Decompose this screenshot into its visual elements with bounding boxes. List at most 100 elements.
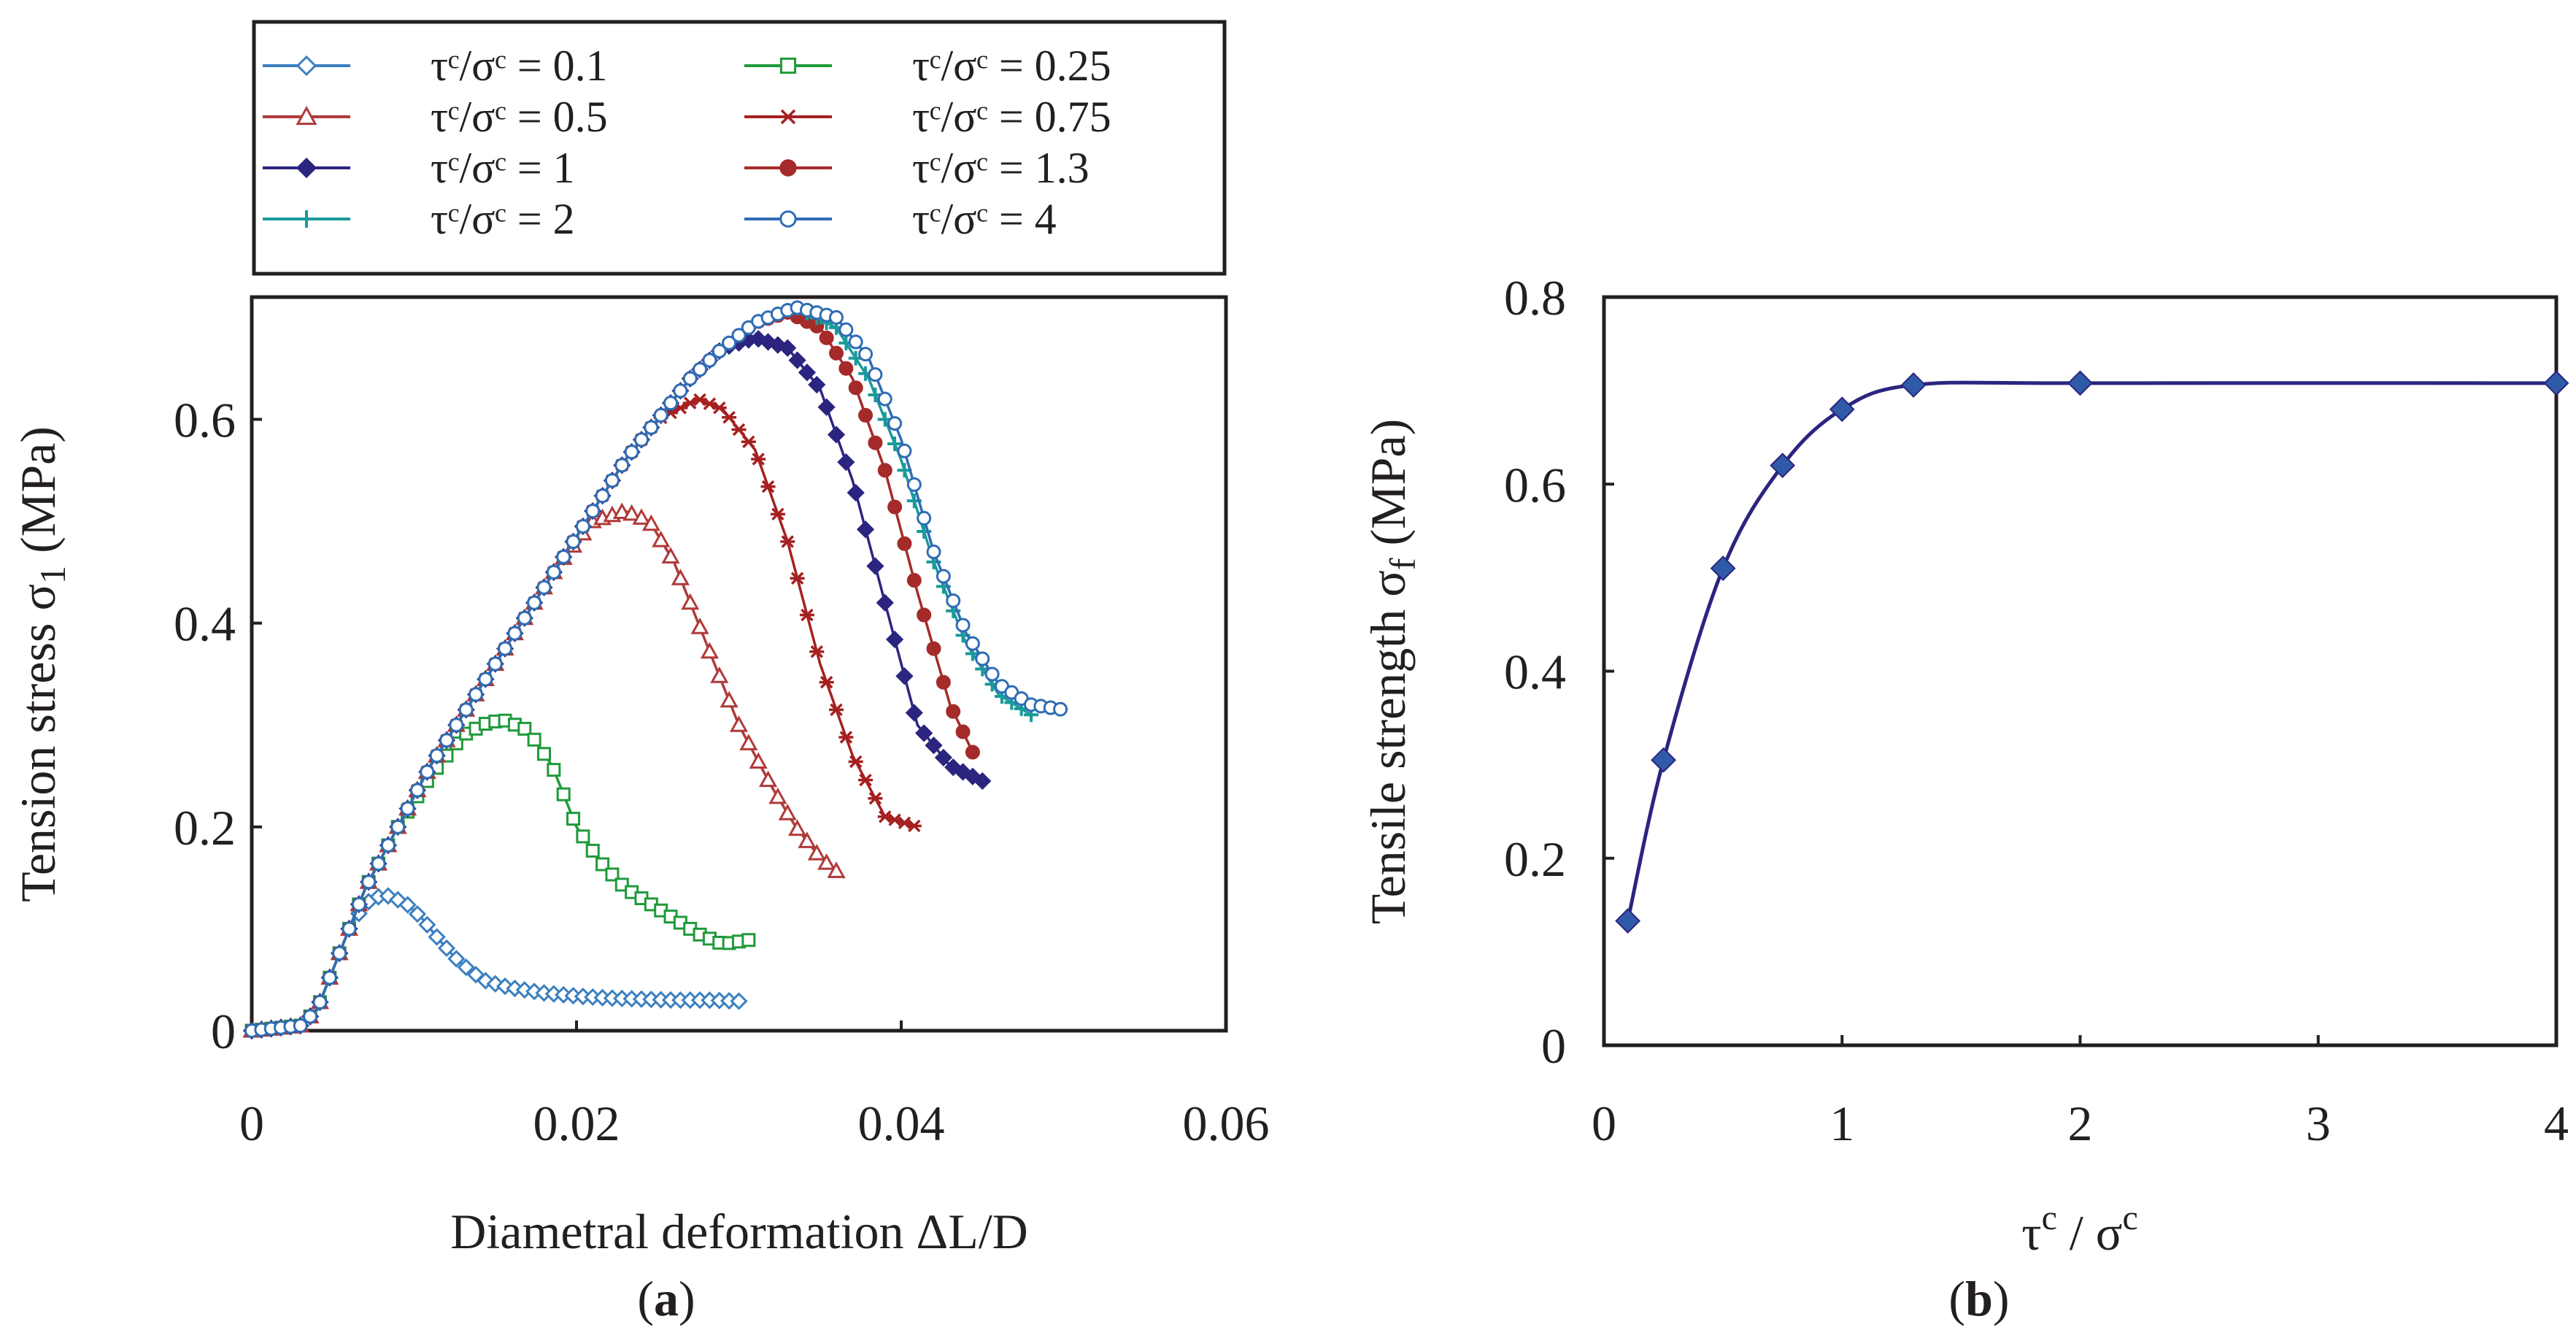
plot-a-point-5 bbox=[829, 345, 844, 361]
plot-a-point-5 bbox=[897, 536, 912, 551]
plot-a-point-7 bbox=[693, 362, 708, 377]
plot-b-point-0 bbox=[1615, 908, 1641, 934]
plot-b-point-1 bbox=[1651, 747, 1676, 773]
plot-a-point-7 bbox=[682, 371, 698, 386]
plot-a-point-7 bbox=[838, 322, 854, 337]
plot-a-point-3 bbox=[760, 480, 776, 493]
plot-b-y-tick-label: 0.6 bbox=[1504, 457, 1566, 512]
plot-b-y-tick-label: 0.4 bbox=[1504, 645, 1566, 700]
plot-a-point-2 bbox=[817, 853, 836, 870]
legend-label-5: τᶜ/σᶜ = 1.3 bbox=[912, 144, 1090, 192]
plot-a-point-7 bbox=[556, 549, 571, 564]
plot-a-point-2 bbox=[612, 502, 631, 520]
plot-a-y-tick-label: 0 bbox=[211, 1004, 236, 1059]
plot-a-point-2 bbox=[778, 804, 797, 820]
legend-label-4: τᶜ/σᶜ = 1 bbox=[431, 144, 575, 192]
plot-a-point-5 bbox=[946, 704, 961, 719]
plot-a-frame bbox=[250, 295, 1228, 1033]
legend-label-6: τᶜ/σᶜ = 2 bbox=[431, 195, 575, 243]
legend-marker-6 bbox=[298, 210, 315, 228]
plot-a-point-2 bbox=[700, 642, 719, 659]
plot-a-point-7 bbox=[390, 819, 406, 834]
plot-a-point-7 bbox=[371, 856, 386, 872]
plot-a-point-1 bbox=[517, 721, 532, 736]
plot-a-point-7 bbox=[906, 477, 922, 492]
plot-a-series-line-6 bbox=[251, 306, 1032, 1032]
plot-a-point-7 bbox=[702, 353, 717, 368]
plot-a-point-7 bbox=[498, 641, 513, 656]
plot-a-point-1 bbox=[566, 812, 581, 826]
plot-a-point-7 bbox=[303, 1009, 318, 1024]
plot-a-point-5 bbox=[819, 330, 834, 345]
plot-b-series-line bbox=[1626, 380, 2557, 922]
plot-a-point-3 bbox=[809, 645, 825, 658]
plot-a-point-2 bbox=[798, 831, 817, 848]
plot-a-point-1 bbox=[537, 747, 551, 761]
plot-a-point-4 bbox=[876, 593, 894, 612]
plot-a-point-5 bbox=[955, 724, 971, 739]
plot-a-point-4 bbox=[905, 704, 923, 722]
plot-a-point-7 bbox=[829, 309, 844, 325]
legend-label-2: τᶜ/σᶜ = 0.5 bbox=[431, 93, 608, 141]
plot-a-point-4 bbox=[856, 520, 875, 539]
plot-a-point-0 bbox=[428, 928, 446, 946]
plot-a-point-4 bbox=[847, 483, 865, 502]
plot-a-point-7 bbox=[936, 569, 951, 584]
plot-b-y-tick-label: 0.2 bbox=[1504, 831, 1566, 887]
plot-a-point-2 bbox=[739, 734, 758, 750]
plot-a-point-3 bbox=[829, 703, 844, 717]
plot-a-point-5 bbox=[838, 361, 854, 376]
plot-a-point-2 bbox=[807, 844, 826, 861]
plot-a-point-3 bbox=[868, 792, 883, 805]
plot-a-point-7 bbox=[380, 837, 396, 853]
plot-a-point-4 bbox=[973, 772, 992, 791]
plot-a-x-tick-label: 0.06 bbox=[1183, 1096, 1270, 1151]
plot-b-x-tick-label: 1 bbox=[1829, 1096, 1854, 1151]
plot-a-point-7 bbox=[400, 801, 415, 816]
plot-a-point-1 bbox=[595, 857, 610, 872]
plot-a-point-4 bbox=[925, 737, 943, 755]
plot-a-point-1 bbox=[547, 763, 561, 777]
plot-a-point-0 bbox=[457, 958, 475, 977]
plot-a-point-7 bbox=[409, 783, 425, 798]
plot-a-point-7 bbox=[614, 458, 630, 473]
plot-b-x-tick-label: 0 bbox=[1592, 1096, 1616, 1151]
plot-a-series-7 bbox=[244, 300, 1068, 1038]
plot-a-point-5 bbox=[887, 499, 903, 515]
plot-a-point-4 bbox=[817, 398, 836, 416]
plot-a-point-7 bbox=[575, 519, 590, 534]
plot-a-point-7 bbox=[653, 407, 668, 423]
plot-a-point-2 bbox=[759, 770, 778, 788]
plot-b-x-tick-label: 2 bbox=[2068, 1096, 2093, 1151]
plot-a-y-tick-label: 0.6 bbox=[174, 393, 236, 448]
plot-a-point-2 bbox=[661, 547, 680, 564]
plot-a-point-7 bbox=[634, 432, 649, 447]
plot-a-point-7 bbox=[585, 504, 601, 519]
plot-a-point-7 bbox=[644, 420, 659, 435]
plot-a-point-7 bbox=[566, 534, 581, 549]
plot-a-x-tick-label: 0.04 bbox=[858, 1096, 945, 1151]
plot-a-point-3 bbox=[770, 507, 785, 521]
plot-b-y-axis-label: Tensile strength σf (MPa) bbox=[1360, 419, 1423, 925]
plot-a-point-2 bbox=[671, 569, 690, 585]
plot-a-point-0 bbox=[730, 992, 748, 1010]
plot-a-point-3 bbox=[819, 675, 834, 689]
plot-a-point-7 bbox=[722, 335, 737, 350]
plot-a-point-7 bbox=[868, 367, 883, 382]
plot-a-point-7 bbox=[624, 445, 639, 460]
plot-a-point-7 bbox=[458, 702, 474, 718]
panel-b-label: (b) bbox=[1948, 1271, 2009, 1326]
plot-a-point-7 bbox=[917, 510, 932, 526]
plot-a-point-7 bbox=[858, 347, 874, 362]
plot-a-point-7 bbox=[1053, 701, 1068, 717]
plot-a-point-7 bbox=[595, 488, 610, 504]
plot-a-point-7 bbox=[517, 610, 532, 626]
plot-b-point-3 bbox=[1770, 453, 1796, 479]
plot-a-point-2 bbox=[710, 666, 729, 683]
plot-a-point-7 bbox=[731, 328, 747, 343]
plot-a-point-3 bbox=[712, 401, 727, 415]
plot-a-point-5 bbox=[926, 641, 941, 656]
plot-a-point-2 bbox=[622, 504, 641, 521]
plot-b-frame bbox=[1602, 295, 2558, 1047]
